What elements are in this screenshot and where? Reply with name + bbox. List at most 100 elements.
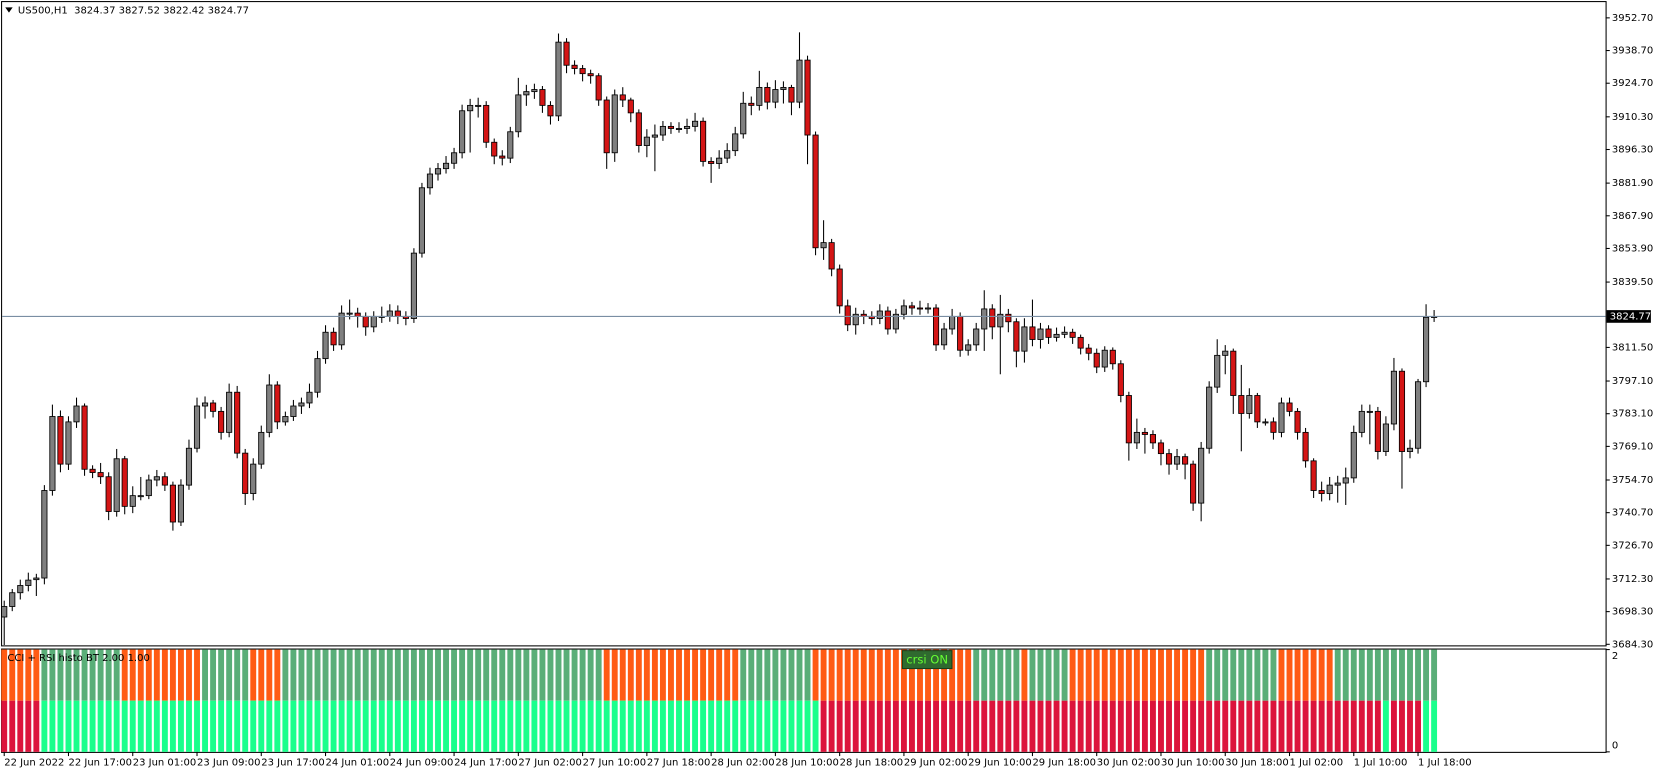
candle-body <box>298 402 305 407</box>
indicator-bar <box>1415 700 1421 752</box>
y-tick-label: 3952.70 <box>1612 13 1653 24</box>
indicator-bar <box>1342 649 1349 701</box>
indicator-bar <box>1318 649 1325 701</box>
chart-header: US500,H1 3824.37 3827.52 3822.42 3824.77 <box>18 6 249 17</box>
indicator-bar <box>1431 649 1438 701</box>
indicator-bar <box>394 700 401 752</box>
candle-body <box>282 416 289 423</box>
indicator-bar <box>145 649 152 701</box>
x-tick-label: 22 Jun 2022 <box>4 757 64 768</box>
indicator-bar <box>1117 649 1124 701</box>
candle-body <box>193 405 201 449</box>
indicator-bar <box>443 700 449 752</box>
candle-body <box>900 305 907 315</box>
indicator-bar <box>386 700 393 752</box>
indicator-bar <box>643 649 650 701</box>
main-frame <box>1 1 1607 647</box>
candle-body <box>667 125 675 129</box>
indicator-bar <box>603 649 610 701</box>
indicator-bar <box>651 649 658 701</box>
x-tick-label: 29 Jun 02:00 <box>904 757 968 768</box>
candle-body <box>1406 447 1414 452</box>
indicator-bar <box>659 700 666 752</box>
candle-body <box>1230 350 1237 396</box>
price-label-bg <box>1606 310 1651 323</box>
candle-body <box>9 592 16 607</box>
candle-body <box>539 89 546 106</box>
indicator-bar <box>282 700 289 752</box>
x-tick-label: 22 Jun 17:00 <box>68 757 132 768</box>
candle-body <box>121 458 128 507</box>
indicator-bar <box>587 649 594 701</box>
indicator-bar <box>796 700 803 752</box>
candle-body <box>129 495 136 507</box>
indicator-bar <box>523 649 530 701</box>
indicator-bar <box>1278 649 1285 701</box>
indicator-bar <box>1182 700 1189 752</box>
indicator-bar <box>812 649 819 701</box>
y-tick-label: 3754.70 <box>1612 475 1653 486</box>
indicator-bar <box>989 649 996 701</box>
indicator-bar <box>49 700 56 752</box>
candle-body <box>73 405 80 423</box>
candle-body <box>491 141 498 157</box>
candle-body <box>1157 442 1165 455</box>
indicator-bar <box>1053 649 1060 701</box>
indicator-bar <box>491 649 498 701</box>
indicator-bar <box>153 700 160 752</box>
candle-body <box>651 134 658 138</box>
candle-body <box>226 391 233 433</box>
indicator-bar <box>73 700 80 752</box>
indicator-bar <box>772 700 779 752</box>
candle-body <box>796 59 803 103</box>
indicator-bar <box>868 649 875 701</box>
indicator-bar <box>571 649 578 701</box>
indicator-bar <box>1334 700 1341 752</box>
candle-body <box>1286 402 1293 412</box>
x-tick-label: 1 Jul 18:00 <box>1418 757 1472 768</box>
indicator-bar <box>161 649 168 701</box>
x-tick-label: 24 Jun 09:00 <box>390 757 454 768</box>
indicator-bar <box>579 649 586 701</box>
candle-body <box>1222 350 1229 356</box>
candle-body <box>89 468 96 473</box>
indicator-bar <box>876 649 883 701</box>
indicator-bar <box>1069 700 1076 752</box>
indicator-bar <box>1061 649 1068 701</box>
menu-triangle[interactable] <box>5 7 13 13</box>
indicator-bar <box>306 700 313 752</box>
indicator-bar <box>1206 700 1213 752</box>
indicator-bar <box>1101 649 1108 701</box>
indicator-bar <box>892 649 899 701</box>
candle-body <box>1342 477 1349 484</box>
candle-body <box>764 86 771 103</box>
indicator-bar <box>804 649 811 701</box>
indicator-bar <box>314 649 321 701</box>
indicator-bar <box>234 700 241 752</box>
indicator-bar <box>1390 700 1397 752</box>
indicator-bar <box>226 700 233 752</box>
candle-body <box>555 41 562 117</box>
indicator-bar <box>226 649 233 701</box>
indicator-bar <box>748 700 755 752</box>
indicator-bar <box>194 700 200 752</box>
button-label[interactable]: crsi ON <box>906 653 948 667</box>
button-bg[interactable] <box>901 650 953 670</box>
indicator-bar <box>1286 649 1293 701</box>
indicator-bar <box>394 649 401 701</box>
indicator-bar <box>1133 649 1140 701</box>
indicator-bar <box>684 649 690 701</box>
indicator-bar <box>1318 700 1325 752</box>
indicator-bar <box>322 700 329 752</box>
indicator-bar <box>1254 649 1261 701</box>
indicator-bar <box>997 700 1004 752</box>
indicator-bar <box>467 649 474 701</box>
crsi-button[interactable]: crsi ON <box>901 650 953 670</box>
indicator-bar <box>563 649 570 701</box>
indicator-bar <box>386 649 393 701</box>
candle-body <box>571 64 578 69</box>
indicator-bar <box>627 700 634 752</box>
candle-body <box>675 128 683 130</box>
candle-body <box>1294 410 1301 433</box>
indicator-bar <box>169 649 176 701</box>
